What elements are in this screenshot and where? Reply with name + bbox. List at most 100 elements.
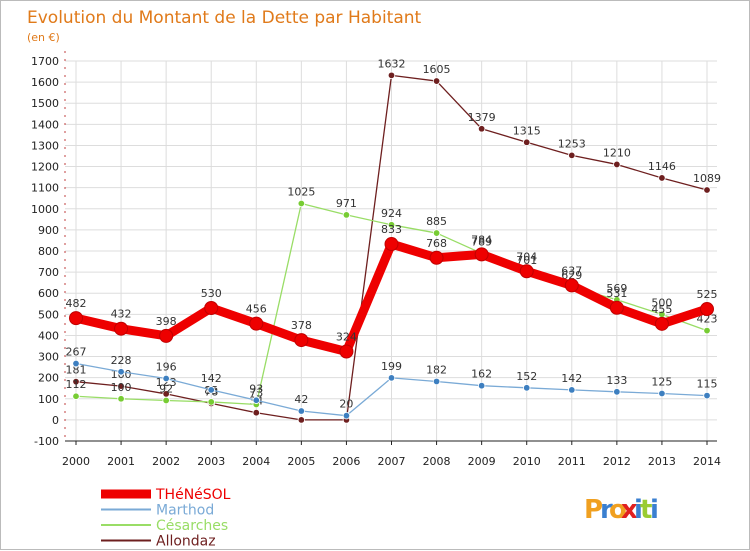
data-point-th-n-sol — [700, 302, 714, 317]
data-label-c-sarches: 1025 — [287, 186, 315, 199]
x-tick-label: 2006 — [332, 455, 360, 468]
y-tick-label: 500 — [38, 308, 59, 321]
x-tick-label: 2010 — [513, 455, 541, 468]
data-point-marthod — [297, 407, 306, 415]
data-label-marthod: 20 — [339, 398, 353, 411]
y-tick-label: 1200 — [31, 161, 59, 174]
data-point-allondaz — [523, 138, 531, 146]
y-tick-label: 900 — [38, 224, 59, 237]
x-tick-label: 2011 — [558, 455, 586, 468]
data-label-marthod: 42 — [294, 393, 308, 406]
series-th-n-sol: 482 432 398 530 456 378 324 833 768 784 704 637 531 4… — [66, 223, 718, 359]
y-tick-label: 200 — [38, 372, 59, 385]
data-point-marthod — [658, 389, 666, 398]
data-point-allondaz — [252, 409, 260, 417]
data-label-th-n-sol: 784 — [471, 233, 492, 246]
data-point-marthod — [477, 381, 486, 390]
data-label-th-n-sol: 768 — [426, 237, 447, 250]
data-label-marthod: 125 — [651, 376, 672, 389]
data-point-marthod — [342, 411, 351, 420]
data-point-c-sarches — [207, 398, 215, 406]
y-tick-label: 100 — [38, 393, 59, 406]
data-label-marthod: 152 — [516, 370, 537, 383]
x-tick-label: 2005 — [287, 455, 315, 468]
data-point-marthod — [523, 384, 531, 392]
data-point-allondaz — [477, 125, 486, 133]
data-point-allondaz — [297, 416, 306, 424]
data-label-allondaz: 1089 — [693, 172, 721, 185]
data-point-c-sarches — [72, 392, 80, 400]
x-tick-label: 2001 — [107, 455, 135, 468]
data-label-th-n-sol: 530 — [201, 287, 222, 300]
data-label-c-sarches: 112 — [66, 378, 87, 391]
legend-label-c-sarches: Césarches — [156, 518, 228, 534]
data-point-th-n-sol — [564, 278, 579, 293]
data-label-th-n-sol: 432 — [111, 308, 132, 321]
data-label-c-sarches: 789 — [471, 235, 492, 248]
y-tick-label: 1700 — [31, 55, 59, 68]
data-point-allondaz — [568, 151, 576, 160]
data-label-th-n-sol: 704 — [516, 250, 537, 263]
y-tick-label: 1000 — [31, 203, 59, 216]
data-label-c-sarches: 971 — [336, 197, 357, 210]
x-tick-label: 2002 — [152, 455, 180, 468]
data-label-marthod: 182 — [426, 363, 447, 376]
logo-letter: t — [640, 495, 652, 525]
data-point-c-sarches — [117, 395, 125, 403]
y-tick-label: 1100 — [31, 182, 59, 195]
data-point-allondaz — [658, 174, 666, 182]
data-point-th-n-sol — [249, 316, 264, 331]
data-point-marthod — [613, 388, 621, 396]
data-label-th-n-sol: 482 — [66, 297, 87, 310]
data-label-th-n-sol: 324 — [336, 330, 357, 343]
y-tick-label: 700 — [38, 266, 59, 279]
data-label-allondaz: 1379 — [468, 111, 496, 124]
logo-letter: r — [600, 495, 613, 525]
data-label-marthod: 93 — [249, 382, 263, 395]
data-label-th-n-sol: 637 — [561, 264, 582, 277]
data-label-th-n-sol: 398 — [156, 315, 177, 328]
y-tick-label: 600 — [38, 287, 59, 300]
y-tick-label: 800 — [38, 245, 59, 258]
data-point-allondaz — [72, 377, 80, 386]
series-marthod: 267 228 196 142 93 42 20 199 182 162 152 142 133 125 1… — [66, 346, 718, 420]
data-label-marthod: 133 — [606, 374, 627, 387]
data-label-allondaz: 1605 — [423, 63, 451, 76]
y-tick-label: 0 — [52, 414, 59, 427]
logo-letter: x — [621, 495, 638, 525]
data-label-c-sarches: 885 — [426, 215, 447, 228]
y-tick-label: 1300 — [31, 139, 59, 152]
data-label-c-sarches: 92 — [159, 382, 173, 395]
data-point-th-n-sol — [654, 316, 669, 331]
data-point-th-n-sol — [159, 328, 174, 343]
chart-title: Evolution du Montant de la Dette par Hab… — [27, 8, 422, 28]
data-label-th-n-sol: 525 — [697, 288, 718, 301]
data-point-th-n-sol — [609, 300, 624, 315]
data-point-marthod — [162, 374, 170, 383]
data-label-c-sarches: 629 — [561, 269, 582, 282]
data-point-c-sarches — [387, 221, 396, 229]
data-point-marthod — [432, 377, 441, 386]
data-label-c-sarches: 500 — [651, 296, 672, 309]
data-point-allondaz — [117, 382, 125, 390]
data-point-marthod — [72, 359, 80, 368]
data-label-c-sarches: 100 — [111, 381, 132, 394]
y-tick-label: 1400 — [31, 118, 59, 131]
data-point-c-sarches — [342, 211, 351, 219]
legend-label-allondaz: Allondaz — [156, 534, 216, 550]
logo-letter: P — [584, 495, 603, 525]
data-point-allondaz — [703, 186, 711, 194]
data-point-allondaz — [613, 160, 621, 169]
data-label-marthod: 142 — [561, 372, 582, 385]
data-label-marthod: 196 — [156, 361, 177, 374]
x-tick-label: 2000 — [62, 455, 90, 468]
data-point-th-n-sol — [474, 247, 489, 262]
data-point-c-sarches — [432, 229, 441, 237]
axes: -100 0 100 200 300 400 500 600 700 800 900 1000 1100… — [31, 51, 721, 468]
x-tick-label: 2009 — [468, 455, 496, 468]
data-label-th-n-sol: 378 — [291, 319, 312, 332]
data-label-marthod: 142 — [201, 372, 222, 385]
